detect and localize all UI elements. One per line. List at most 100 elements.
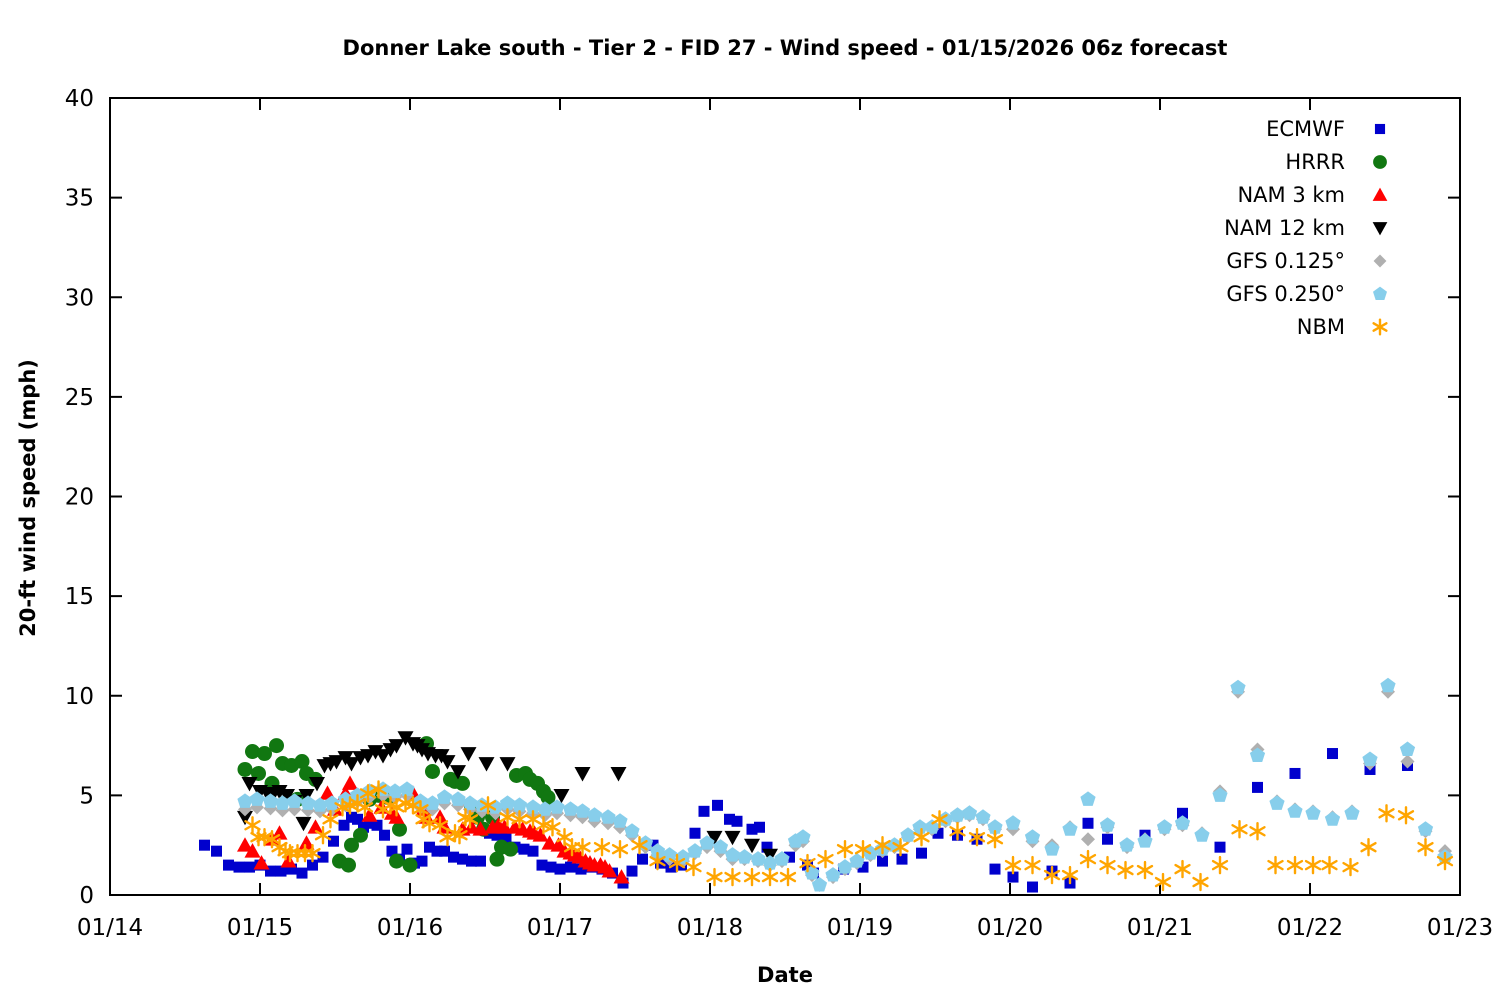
- data-point: [1136, 860, 1154, 880]
- data-point: [1027, 881, 1038, 893]
- data-point: [987, 819, 1003, 834]
- data-point: [712, 799, 723, 811]
- data-point: [744, 838, 760, 854]
- data-point: [491, 829, 503, 841]
- data-point: [472, 821, 489, 836]
- data-point: [553, 788, 570, 804]
- chart-title: Donner Lake south - Tier 2 - FID 27 - Wi…: [342, 36, 1228, 60]
- data-point: [1024, 855, 1041, 875]
- gfs0250-legend-marker: [1373, 286, 1387, 300]
- gfs-0-250--glyph: [1373, 286, 1387, 300]
- data-point: [450, 791, 466, 806]
- data-point: [892, 837, 909, 857]
- x-tick-label: 01/21: [1127, 915, 1193, 941]
- data-point: [731, 815, 743, 827]
- data-point: [1400, 754, 1415, 769]
- legend-label-ecmwf: ECMWF: [1266, 116, 1345, 141]
- data-point: [307, 859, 318, 871]
- data-point: [612, 813, 628, 828]
- data-point: [949, 807, 966, 822]
- data-point: [298, 835, 315, 850]
- data-point: [1154, 872, 1172, 892]
- data-point: [211, 845, 222, 857]
- data-point: [296, 867, 308, 879]
- data-point: [624, 823, 640, 838]
- data-point: [431, 845, 443, 857]
- data-point: [499, 795, 516, 810]
- data-point: [295, 816, 312, 832]
- legend-item-gfs0250: GFS 0.250°: [1085, 277, 1425, 310]
- data-point: [312, 797, 328, 812]
- data-point: [475, 855, 486, 867]
- data-point: [356, 798, 374, 817]
- data-point: [545, 861, 557, 873]
- data-point: [361, 807, 378, 822]
- data-point: [402, 857, 418, 873]
- data-point: [554, 863, 566, 875]
- data-point: [237, 810, 253, 826]
- data-point: [540, 789, 556, 805]
- data-point: [424, 795, 441, 810]
- data-point: [328, 755, 345, 770]
- data-point: [463, 819, 480, 834]
- data-point: [1305, 805, 1321, 820]
- data-point: [784, 851, 795, 863]
- data-point: [358, 821, 369, 833]
- data-point: [1321, 855, 1338, 875]
- data-point: [913, 828, 930, 847]
- data-point: [562, 801, 579, 816]
- data-point: [527, 845, 539, 857]
- data-point: [874, 835, 891, 855]
- data-point: [647, 839, 659, 851]
- data-point: [1327, 748, 1338, 760]
- data-point: [1174, 859, 1191, 879]
- data-point: [849, 853, 865, 868]
- data-point: [455, 775, 470, 791]
- data-point: [244, 843, 261, 858]
- data-point: [857, 861, 869, 873]
- data-point: [1378, 804, 1395, 823]
- data-point: [1005, 815, 1021, 830]
- data-point: [294, 754, 310, 770]
- data-point: [286, 793, 303, 808]
- data-point: [724, 847, 741, 862]
- data-point: [275, 865, 287, 877]
- data-point: [1360, 837, 1377, 857]
- data-point: [346, 811, 357, 823]
- data-point: [245, 744, 260, 760]
- data-point: [474, 797, 490, 812]
- data-point: [1211, 855, 1229, 875]
- data-point: [699, 835, 715, 850]
- data-point: [1119, 837, 1135, 852]
- data-point: [397, 731, 414, 746]
- x-tick-label: 01/23: [1427, 915, 1493, 941]
- data-point: [370, 780, 387, 799]
- data-point: [762, 855, 778, 870]
- data-point: [199, 839, 210, 851]
- data-point: [724, 830, 741, 846]
- nam-12-km-glyph: [1372, 221, 1388, 235]
- data-point: [322, 810, 339, 829]
- y-tick-label: 20: [65, 485, 94, 511]
- legend-label-hrrr: HRRR: [1285, 149, 1345, 174]
- data-point: [761, 841, 773, 853]
- data-point: [450, 765, 466, 780]
- data-point: [1417, 821, 1434, 836]
- data-point: [379, 829, 390, 841]
- data-point: [900, 827, 916, 842]
- data-point: [1194, 827, 1210, 842]
- legend-label-nam12km: NAM 12 km: [1224, 215, 1345, 240]
- data-point: [799, 853, 816, 873]
- ecmwf-legend-marker: [1374, 123, 1386, 134]
- legend-label-nbm: NBM: [1296, 314, 1345, 339]
- data-point: [668, 853, 686, 873]
- data-point: [300, 795, 316, 810]
- legend-item-hrrr: HRRR: [1085, 145, 1425, 178]
- data-point: [565, 861, 576, 873]
- data-point: [367, 745, 384, 760]
- data-point: [436, 789, 453, 804]
- data-point: [371, 819, 383, 831]
- data-point: [724, 813, 735, 825]
- data-point: [489, 851, 505, 867]
- data-point: [743, 867, 761, 887]
